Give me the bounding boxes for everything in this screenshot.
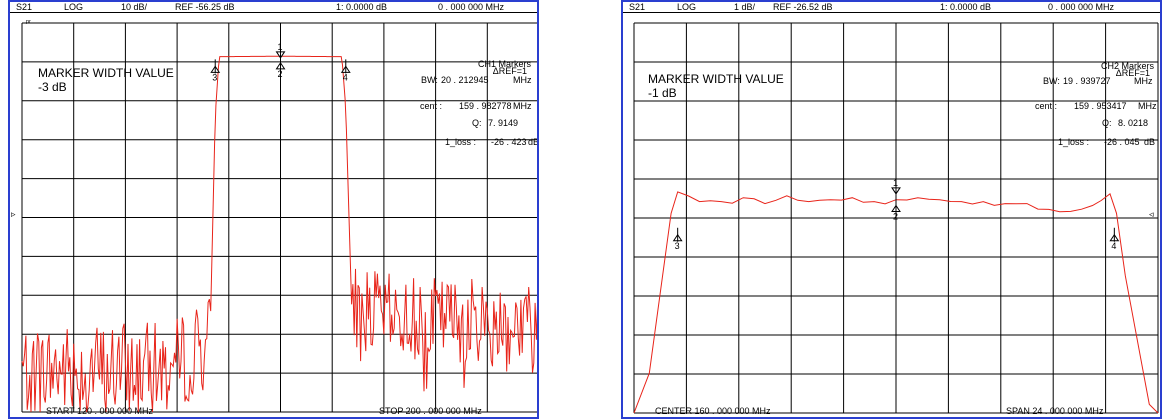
loss-value: -26 . 423 <box>491 137 527 147</box>
param-label: S21 <box>629 2 646 12</box>
scale-label: 1 dB/ <box>734 2 756 12</box>
bw-unit: MHz <box>1134 76 1153 86</box>
span-frequency: SPAN 24 . 000 000 MHz <box>1006 406 1104 416</box>
loss-value: -26 . 045 <box>1104 137 1140 147</box>
format-label: LOG <box>64 2 84 12</box>
center-frequency: CENTER 160 . 000 000 MHz <box>655 406 771 416</box>
delta-ref-label: ΔREF=1 <box>1115 68 1150 78</box>
cent-unit: MHz <box>1138 101 1157 111</box>
marker-width-title: MARKER WIDTH VALUE <box>648 72 784 86</box>
markers-heading: CH1 Markers <box>477 59 531 69</box>
stop-frequency: STOP 200 . 000 000 MHz <box>379 406 482 416</box>
marker-width-value: -3 dB <box>38 80 67 94</box>
trace-plot-ch1: 1 2 3 4 <box>21 22 537 413</box>
header-divider <box>10 12 537 13</box>
scale-label: 10 dB/ <box>121 2 148 12</box>
loss-label: 1_loss : <box>445 137 477 147</box>
header-divider <box>623 12 1160 13</box>
loss-unit: dB <box>528 137 539 147</box>
cent-value: 159 . 953417 <box>1074 101 1127 111</box>
bw-value: 20 . 212945 <box>441 75 489 85</box>
ref-label: REF -26.52 dB <box>773 2 833 12</box>
cent-unit: MHz <box>513 101 532 111</box>
q-label: Q: <box>1102 118 1112 128</box>
marker-readout: 1: 0.0000 dB <box>336 2 388 12</box>
marker-frequency: 0 . 000 000 MHz <box>1048 2 1115 12</box>
loss-label: 1_loss : <box>1058 137 1090 147</box>
channel-2-panel: S21 LOG 1 dB/ REF -26.52 dB 1: 0.0000 dB… <box>621 0 1162 419</box>
marker-3-label: 3 <box>675 241 680 251</box>
param-label: S21 <box>16 2 33 12</box>
bw-value: 19 . 939727 <box>1063 76 1111 86</box>
q-label: Q: <box>472 118 482 128</box>
q-value: 8. 0218 <box>1118 118 1149 128</box>
trace-plot-ch2: 1 2 3 4 <box>633 22 1159 414</box>
q-value: 7. 9149 <box>488 118 519 128</box>
reference-position-arrow-icon: ◃ <box>1149 209 1154 219</box>
ref-label: REF -56.25 dB <box>175 2 235 12</box>
marker-frequency: 0 . 000 000 MHz <box>438 2 505 12</box>
bw-label: BW: <box>1043 76 1060 86</box>
cent-label: cent : <box>1035 101 1058 111</box>
marker-width-title: MARKER WIDTH VALUE <box>38 66 174 80</box>
marker-1-label: 1 <box>278 42 283 52</box>
channel-1-panel: S21 LOG 10 dB/ REF -56.25 dB 1: 0.0000 d… <box>8 0 539 419</box>
start-frequency: START 120 . 000 000 MHz <box>46 406 154 416</box>
marker-readout: 1: 0.0000 dB <box>940 2 992 12</box>
marker-width-value: -1 dB <box>648 86 677 100</box>
marker-3-label: 3 <box>212 72 217 82</box>
loss-unit: dB <box>1144 137 1156 147</box>
format-label: LOG <box>677 2 697 12</box>
marker-4-label: 4 <box>1111 241 1116 251</box>
bw-label: BW: <box>421 75 438 85</box>
marker-2-label: 2 <box>893 212 898 222</box>
cent-value: 159 . 982778 <box>459 101 512 111</box>
markers-heading: CH2 Markers <box>1100 61 1154 71</box>
trace-line <box>633 191 1159 414</box>
delta-ref-label: ΔREF=1 <box>492 66 527 76</box>
marker-4-label: 4 <box>343 72 348 82</box>
marker-1-label: 1 <box>893 178 898 188</box>
bw-unit: MHz <box>513 75 532 85</box>
reference-position-arrow-icon: ▹ <box>11 209 16 219</box>
cent-label: cent : <box>420 101 443 111</box>
marker-2-label: 2 <box>278 69 283 79</box>
